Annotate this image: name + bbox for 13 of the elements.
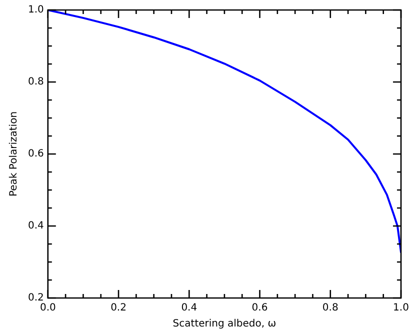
x-axis-title: Scattering albedo, ω (172, 318, 276, 330)
x-tick-label: 0.4 (181, 302, 198, 314)
x-tick-label: 0.8 (322, 302, 338, 314)
x-tick-label: 0.2 (110, 302, 126, 314)
x-tick-label: 0.0 (40, 302, 56, 314)
x-tick-label: 1.0 (393, 302, 409, 314)
y-tick-label: 1.0 (28, 4, 44, 16)
y-tick-label: 0.2 (28, 292, 44, 304)
y-tick-label: 0.4 (28, 220, 44, 232)
y-axis-title: Peak Polarization (8, 111, 20, 197)
y-tick-label: 0.6 (28, 148, 44, 160)
x-tick-label: 0.6 (252, 302, 268, 314)
y-tick-label: 0.8 (28, 76, 44, 88)
